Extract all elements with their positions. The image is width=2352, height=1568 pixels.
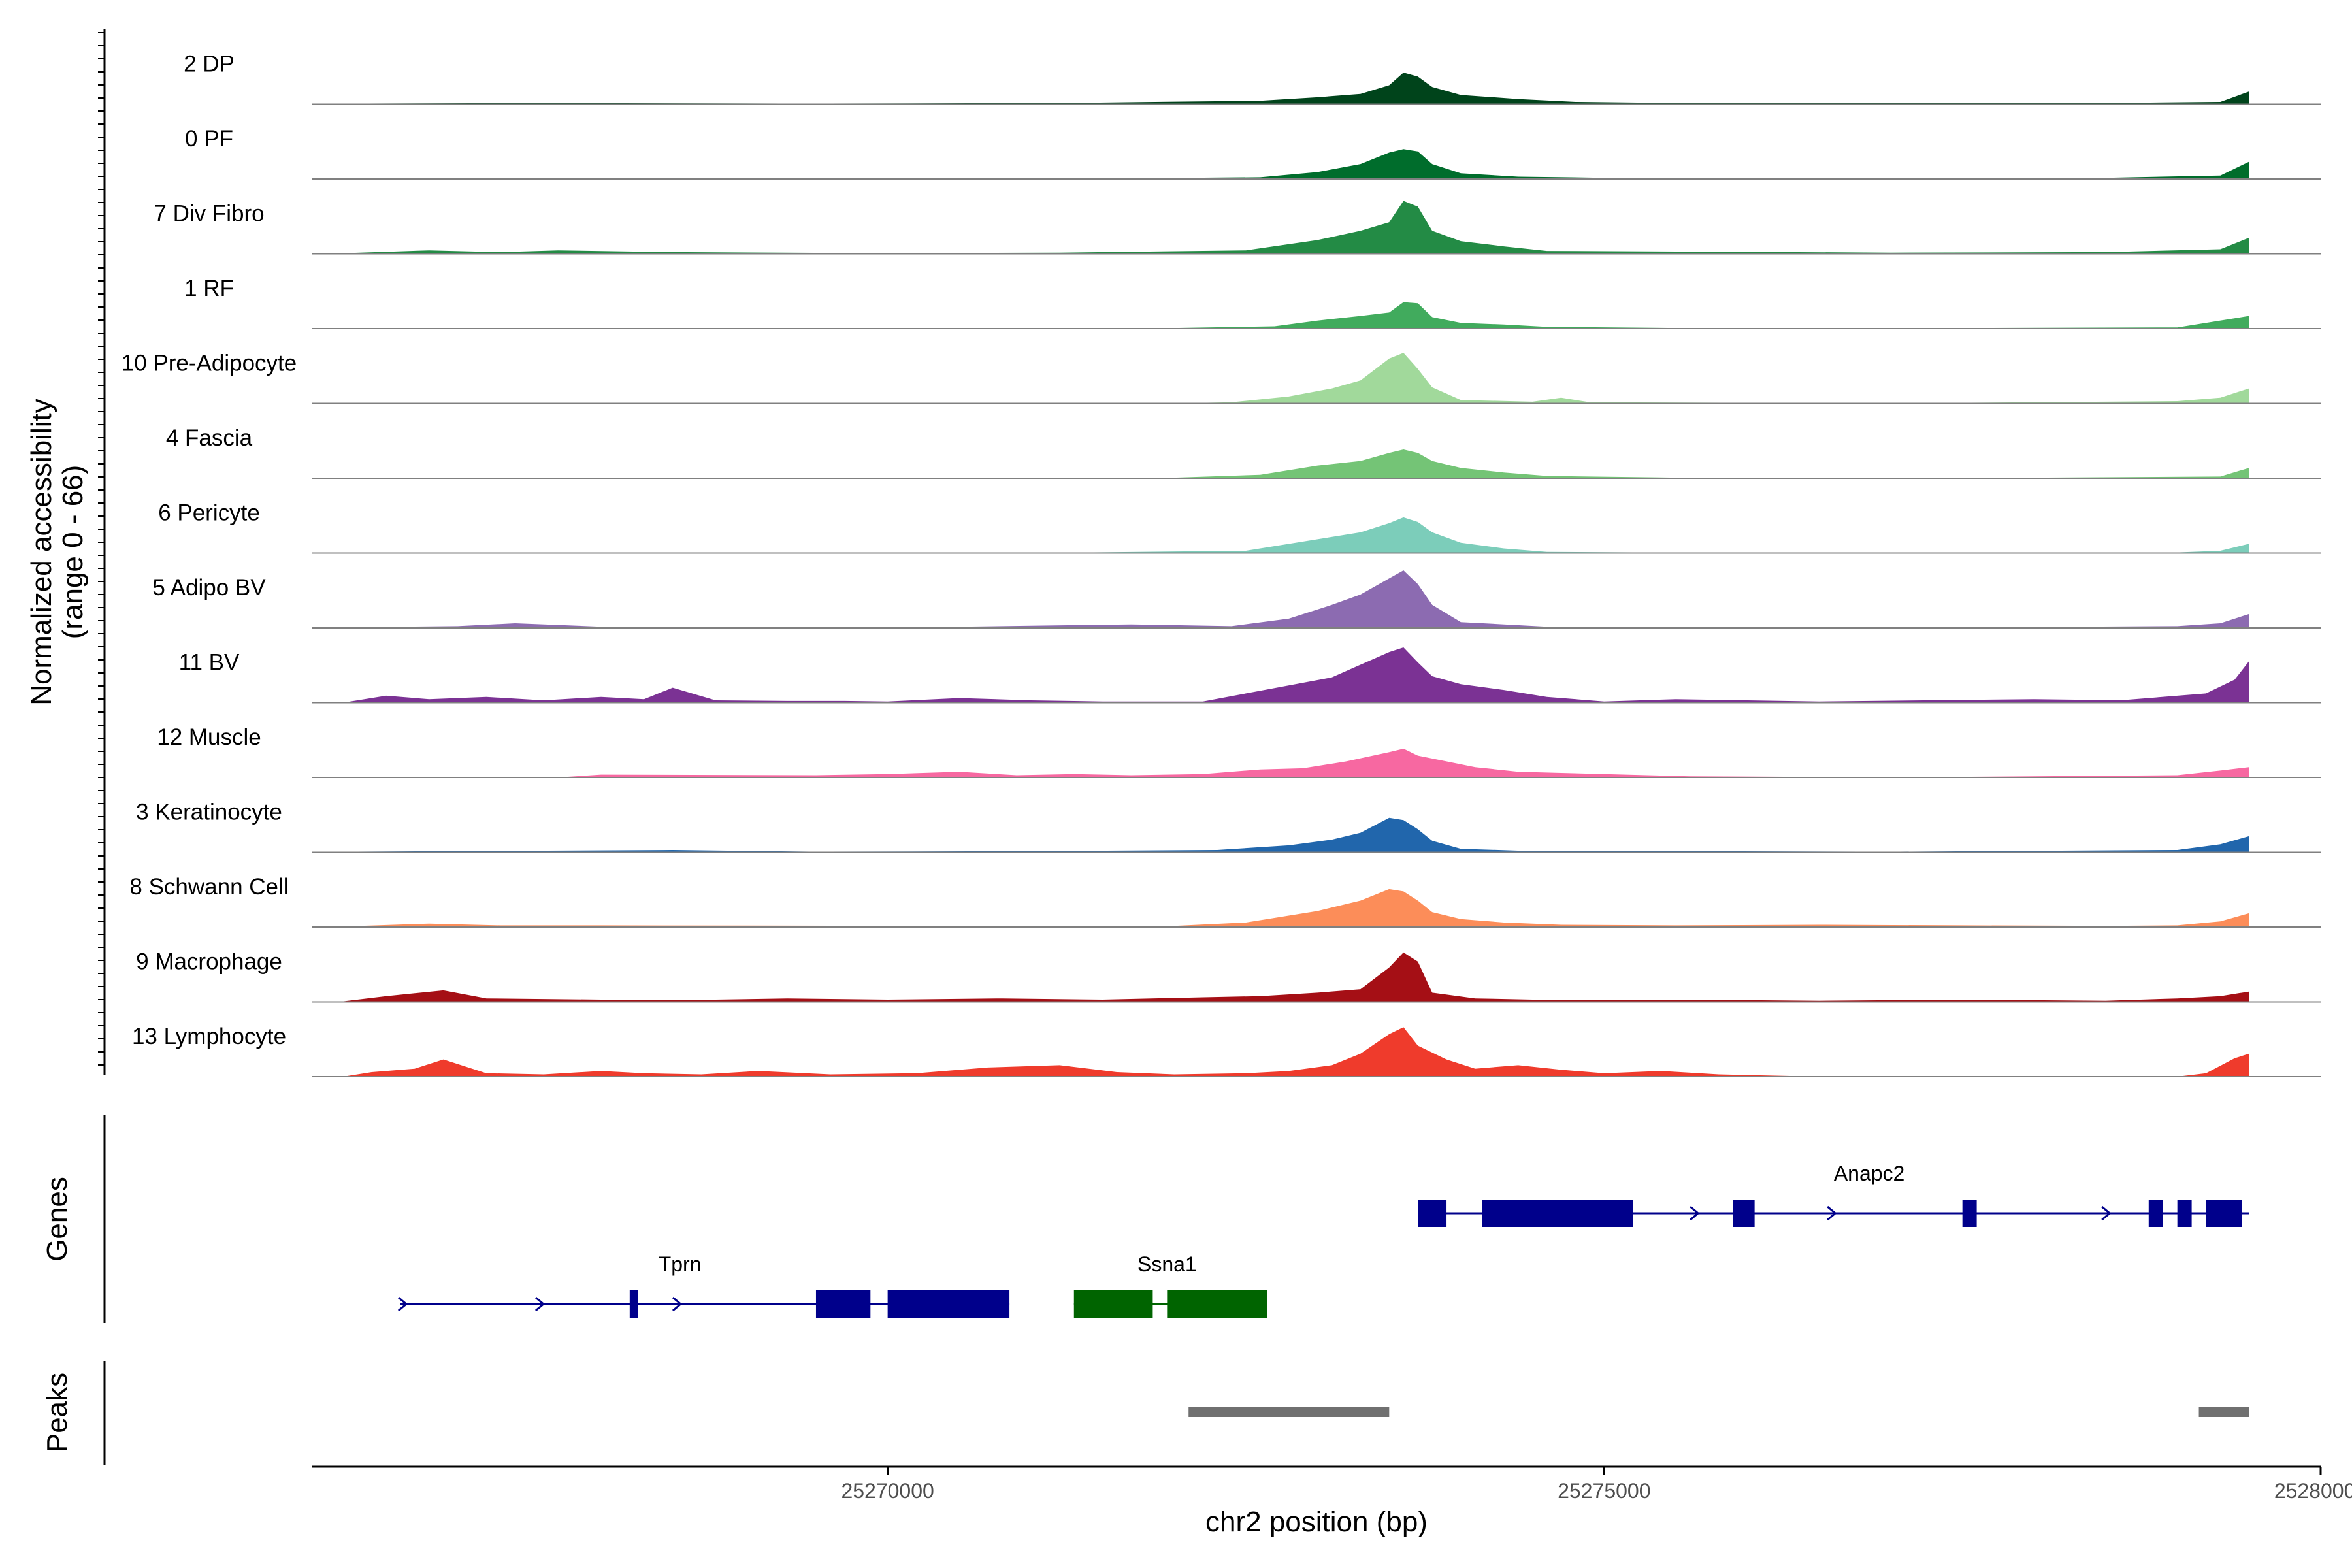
track-label: 12 Muscle (157, 725, 261, 750)
track-10-pre-adipocyte: 10 Pre-Adipocyte (122, 351, 2321, 404)
gene-label: Ssna1 (1137, 1252, 1197, 1276)
coverage-area (343, 73, 2249, 105)
exon (1418, 1200, 1447, 1227)
track-0-pf: 0 PF (185, 126, 2321, 180)
strand-arrow (672, 1296, 683, 1312)
x-axis-tick-label: 25280000 (2274, 1479, 2352, 1503)
exon (1167, 1290, 1267, 1318)
y-axis-title: Normalized accessibility(range 0 - 66) (25, 399, 89, 705)
strand-arrow (1690, 1205, 1700, 1221)
y-axis (98, 29, 106, 1075)
track-2-dp: 2 DP (184, 52, 2321, 105)
exon (1733, 1200, 1755, 1227)
exon (1073, 1290, 1153, 1318)
track-9-macrophage: 9 Macrophage (136, 949, 2321, 1003)
y-axis-ticks (98, 32, 105, 1066)
track-label: 8 Schwann Cell (129, 874, 288, 900)
exon (1962, 1200, 1977, 1227)
coverage-area (343, 817, 2249, 853)
gene-anapc2: Anapc2 (1418, 1162, 2249, 1227)
track-8-schwann-cell: 8 Schwann Cell (129, 874, 2321, 928)
track-label: 3 Keratinocyte (136, 800, 282, 825)
track-12-muscle: 12 Muscle (157, 725, 2321, 778)
x-axis-tick-label: 25270000 (841, 1479, 934, 1503)
coverage-area (343, 449, 2249, 478)
track-label: 5 Adipo BV (152, 575, 266, 600)
peak-region (2198, 1407, 2249, 1417)
track-label: 11 BV (179, 650, 240, 676)
coverage-area (343, 353, 2249, 404)
gene-tprn: Tprn (397, 1252, 1010, 1318)
peak-region (1188, 1407, 1390, 1417)
track-6-pericyte: 6 Pericyte (158, 500, 2321, 554)
gene-label: Tprn (659, 1252, 702, 1276)
y-axis-title-line: (range 0 - 66) (57, 465, 89, 640)
peaks-panel-label: Peaks (41, 1373, 73, 1452)
track-label: 2 DP (184, 52, 235, 77)
strand-arrow (397, 1296, 408, 1312)
track-7-div-fibro: 7 Div Fibro (154, 201, 2321, 255)
exon (2148, 1200, 2163, 1227)
coverage-area (343, 1027, 2249, 1077)
peaks-panel: Peaks (41, 1361, 2249, 1465)
exon (887, 1290, 1010, 1318)
track-13-lymphocyte: 13 Lymphocyte (132, 1024, 2321, 1077)
track-label: 6 Pericyte (158, 500, 260, 526)
coverage-area (343, 749, 2249, 777)
track-label: 13 Lymphocyte (132, 1024, 286, 1049)
coverage-area (343, 201, 2249, 254)
coverage-area (343, 952, 2249, 1002)
y-axis-title-line: Normalized accessibility (25, 399, 57, 705)
gene-label: Anapc2 (1834, 1162, 1905, 1185)
accessibility-tracks: 2 DP 0 PF 7 Div Fibro 1 RF 10 Pre-Adipocyte 4… (122, 52, 2321, 1077)
coverage-area (343, 517, 2249, 553)
strand-arrow (1827, 1205, 1837, 1221)
x-axis-ticks: 25270000 25275000 25280000 (841, 1467, 2352, 1503)
x-axis: 25270000 25275000 25280000 chr2 position (… (312, 1465, 2352, 1538)
track-label: 4 Fascia (166, 425, 253, 451)
coverage-area (343, 647, 2249, 703)
track-11-bv: 11 BV (179, 647, 2321, 704)
track-label: 0 PF (185, 126, 233, 152)
gene-models: Anapc2 Tprn Ssna1 (397, 1162, 2249, 1318)
exon (815, 1290, 871, 1318)
exon (629, 1290, 638, 1318)
gene-ssna1: Ssna1 (1073, 1252, 1267, 1318)
track-label: 9 Macrophage (136, 949, 282, 975)
exon (2177, 1200, 2192, 1227)
strand-arrow (2101, 1205, 2112, 1221)
coverage-area (343, 889, 2249, 927)
track-5-adipo-bv: 5 Adipo BV (152, 570, 2321, 629)
genes-panel-label: Genes (41, 1177, 73, 1262)
exon (1482, 1200, 1633, 1227)
coverage-area (343, 570, 2249, 628)
genes-panel: Genes Anapc2 Tprn Ssna1 (41, 1115, 2249, 1323)
track-3-keratinocyte: 3 Keratinocyte (136, 800, 2321, 853)
track-label: 1 RF (184, 276, 234, 301)
coverage-area (343, 149, 2249, 179)
track-4-fascia: 4 Fascia (166, 425, 2321, 479)
track-1-rf: 1 RF (184, 276, 2321, 329)
track-label: 10 Pre-Adipocyte (122, 351, 297, 376)
coverage-area (343, 302, 2249, 329)
x-axis-title: chr2 position (bp) (1205, 1506, 1428, 1538)
track-label: 7 Div Fibro (154, 201, 264, 227)
x-axis-tick-label: 25275000 (1558, 1479, 1650, 1503)
strand-arrow (534, 1296, 546, 1312)
peak-regions (1188, 1407, 2249, 1417)
exon (2206, 1200, 2242, 1227)
